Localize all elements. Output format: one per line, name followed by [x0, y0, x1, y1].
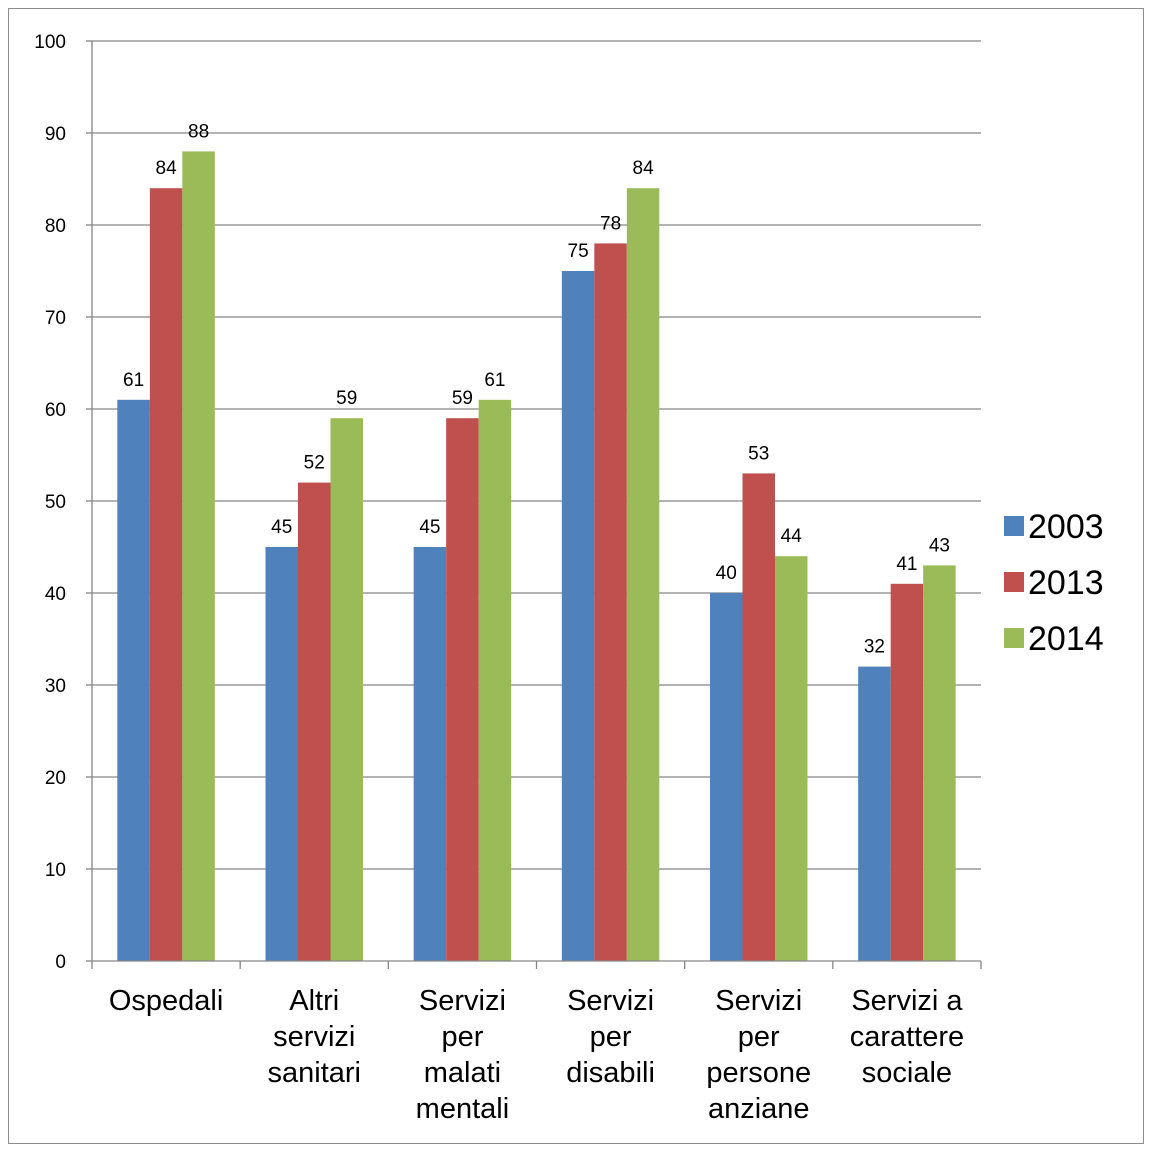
- category-label: Servizi per malati mentali: [416, 985, 510, 1125]
- bar-2003: [562, 271, 595, 961]
- data-label: 78: [600, 213, 621, 234]
- y-tick-label: 50: [45, 492, 66, 513]
- category-label: Altri servizi sanitari: [268, 985, 362, 1089]
- bar-2003: [266, 547, 299, 961]
- bar-2014: [923, 565, 956, 961]
- bar-2013: [594, 243, 627, 961]
- bar-2014: [479, 400, 512, 961]
- bar-2014: [182, 151, 215, 961]
- data-label: 44: [781, 526, 803, 547]
- data-label: 41: [896, 554, 917, 575]
- data-label: 88: [188, 121, 209, 142]
- legend-label-2003: 2003: [1028, 508, 1104, 546]
- legend-label-2014: 2014: [1028, 620, 1104, 658]
- y-tick-label: 0: [55, 952, 66, 973]
- category-label: Ospedali: [109, 985, 223, 1017]
- data-label: 61: [123, 370, 144, 391]
- bar-2014: [331, 418, 364, 961]
- bar-2003: [117, 400, 150, 961]
- legend-label-2013: 2013: [1028, 564, 1104, 602]
- bar-2013: [446, 418, 479, 961]
- bar-2014: [627, 188, 660, 961]
- y-tick-label: 10: [45, 860, 66, 881]
- legend-swatch-2013: [1004, 572, 1024, 592]
- data-label: 59: [336, 388, 357, 409]
- bar-2003: [858, 667, 891, 961]
- data-label: 32: [864, 637, 885, 658]
- data-label: 45: [419, 517, 440, 538]
- data-label: 40: [716, 563, 737, 584]
- legend-swatch-2003: [1004, 516, 1024, 536]
- y-axis-ticks: 0 10 20 30 40 50 60 70 80 90 100: [34, 32, 92, 973]
- gridlines: [92, 41, 981, 869]
- category-label: Servizi a carattere sociale: [850, 985, 964, 1089]
- bar-2013: [891, 584, 924, 961]
- data-label: 53: [748, 443, 769, 464]
- y-tick-label: 40: [45, 584, 66, 605]
- y-tick-label: 90: [45, 124, 66, 145]
- legend-swatch-2014: [1004, 628, 1024, 648]
- data-label: 59: [452, 388, 473, 409]
- axes: [92, 41, 981, 969]
- data-label: 84: [633, 158, 655, 179]
- y-tick-label: 80: [45, 216, 66, 237]
- bars: [117, 151, 955, 961]
- y-tick-label: 30: [45, 676, 66, 697]
- legend: 2003 2013 2014: [1004, 508, 1104, 658]
- data-label: 43: [929, 535, 950, 556]
- data-label: 45: [271, 517, 292, 538]
- y-tick-label: 60: [45, 400, 66, 421]
- bar-2014: [775, 556, 808, 961]
- data-label: 75: [568, 241, 589, 262]
- category-labels: Ospedali Altri servizi sanitari Servizi per ma…: [109, 985, 964, 1125]
- data-labels: 61 45 45 75 40 32 84 52 59 78 53 41 88 59 61 84 44 43: [123, 121, 950, 657]
- bar-2013: [298, 483, 331, 961]
- y-tick-label: 20: [45, 768, 66, 789]
- data-label: 61: [484, 370, 505, 391]
- category-label: Servizi per disabili: [566, 985, 655, 1089]
- data-label: 84: [156, 158, 178, 179]
- bar-2013: [150, 188, 183, 961]
- bar-2003: [710, 593, 743, 961]
- data-label: 52: [304, 453, 325, 474]
- bar-2013: [743, 473, 776, 961]
- y-tick-label: 100: [34, 32, 66, 53]
- bar-2003: [414, 547, 447, 961]
- y-tick-label: 70: [45, 308, 66, 329]
- category-label: Servizi per persone anziane: [706, 985, 811, 1125]
